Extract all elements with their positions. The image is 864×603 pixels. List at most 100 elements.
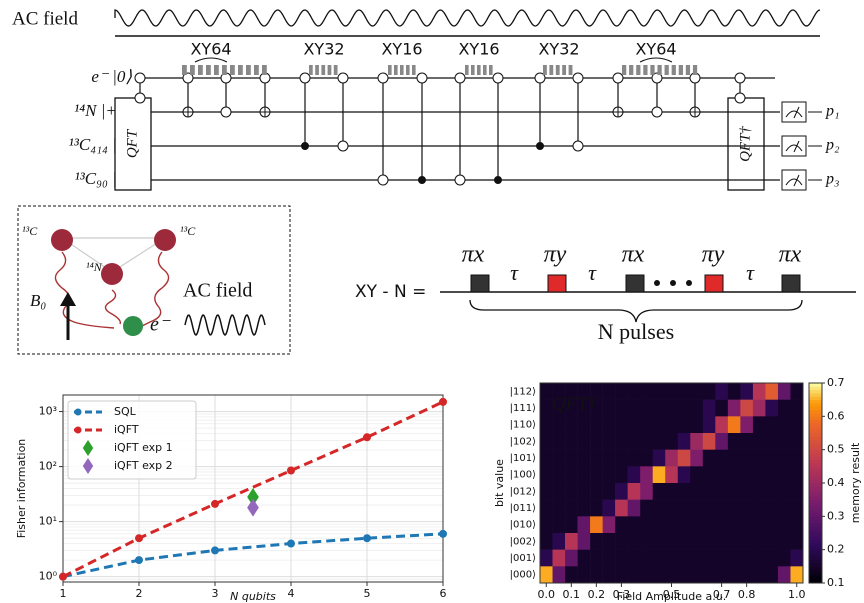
heat-cell	[627, 416, 641, 434]
colorbar-step	[809, 543, 822, 547]
heat-cell	[677, 449, 691, 467]
heat-cell	[740, 449, 754, 467]
heat-cell	[715, 499, 729, 517]
colorbar-tick-label: 0.1	[827, 576, 845, 589]
heat-cell	[540, 566, 553, 584]
legend-label: iQFT exp 2	[114, 459, 173, 472]
atom-label: ¹³C	[22, 224, 38, 238]
heat-cell	[765, 466, 779, 484]
colorbar-step	[809, 396, 822, 401]
control	[572, 72, 584, 84]
atom-label: ¹³C	[180, 224, 196, 238]
heat-cell	[565, 449, 578, 467]
heat-cell	[777, 416, 791, 434]
x-tick-label: 0.0	[538, 588, 556, 601]
heat-cell	[777, 399, 791, 417]
heat-cell	[540, 499, 553, 517]
heat-cell	[665, 533, 679, 550]
heat-cell	[565, 433, 578, 450]
colorbar-step	[809, 529, 822, 534]
heat-cell	[715, 516, 729, 534]
sequence-label: XY - N =	[355, 282, 426, 302]
colorbar-step	[809, 469, 822, 474]
pulse-bar	[394, 65, 398, 75]
x-tick-label: 3	[212, 587, 219, 600]
heat-cell	[565, 483, 578, 500]
heat-cell	[577, 383, 591, 400]
point	[135, 534, 143, 543]
pulse-bar	[629, 65, 634, 75]
heat-cell	[715, 566, 729, 584]
colorbar-step	[809, 383, 822, 387]
colorbar-step	[809, 556, 822, 561]
control	[492, 72, 504, 84]
colorbar-step	[809, 549, 822, 554]
pulse	[470, 274, 490, 293]
pulse-bar	[198, 65, 203, 75]
control	[572, 140, 584, 152]
heat-cell	[740, 433, 754, 450]
heat-cell	[702, 533, 716, 550]
heat-cell	[577, 399, 591, 417]
point	[211, 546, 219, 555]
heat-cell	[677, 566, 691, 584]
series-line	[62, 400, 444, 579]
brace	[469, 299, 803, 323]
colorbar-step	[809, 406, 822, 411]
y-tick-label: 10³	[39, 405, 57, 418]
sensor-panel: ¹³C ¹⁴N ¹³C e⁻ B₀ AC field	[17, 205, 291, 355]
heat-cell	[627, 466, 641, 484]
point	[247, 498, 259, 517]
pulse-bar	[650, 65, 655, 75]
nucleus	[154, 229, 176, 251]
x-tick-label: 4	[288, 587, 295, 600]
heat-cell	[727, 383, 741, 400]
heat-cell	[715, 383, 729, 400]
pulse-bar	[636, 65, 641, 75]
heat-cell	[752, 433, 766, 450]
heat-cell	[627, 449, 641, 467]
heat-cell	[740, 533, 754, 550]
heat-cell	[602, 566, 616, 584]
control	[418, 176, 426, 184]
heat-cell	[602, 516, 616, 534]
heat-cell	[565, 466, 578, 484]
colorbar-step	[809, 566, 822, 571]
pulse-bar	[230, 65, 235, 75]
heat-cell	[627, 433, 641, 450]
pulse-bar	[214, 65, 219, 75]
heat-cell	[690, 433, 704, 450]
heat-cell	[740, 499, 754, 517]
x-tick-label: 1.0	[788, 588, 806, 601]
heat-cell	[540, 483, 553, 500]
control	[651, 106, 663, 118]
gate-label: XY32	[538, 40, 579, 59]
heat-cell	[690, 566, 704, 584]
target	[183, 107, 193, 117]
heat-cell	[602, 483, 616, 500]
ac-label: AC field	[183, 280, 252, 302]
brace-label: N pulses	[598, 319, 674, 344]
heat-cell	[627, 499, 641, 517]
heat-cell	[552, 566, 566, 584]
heat-cell	[752, 399, 766, 417]
heat-cell	[740, 416, 754, 434]
colorbar-step	[809, 533, 822, 537]
control	[651, 72, 663, 84]
pulse-label: πy	[544, 242, 567, 268]
measure	[781, 135, 807, 157]
control	[734, 72, 746, 84]
heat-cell	[752, 533, 766, 550]
point	[363, 433, 371, 442]
heat-cell	[702, 566, 716, 584]
heat-cell	[727, 499, 741, 517]
heat-cell	[602, 499, 616, 517]
x-tick-label: 2	[136, 587, 143, 600]
heat-cell	[665, 499, 679, 517]
pulse-bar	[477, 65, 481, 75]
legend-label: iQFT	[114, 423, 139, 436]
heat-cell	[615, 533, 628, 550]
row-label: |000⟩	[510, 570, 536, 581]
circuit: AC field e⁻ |0⟩ ¹⁴N |+1⟩ ¹³C₄₁₄ |↑⟩ ¹³C₉…	[12, 8, 840, 191]
